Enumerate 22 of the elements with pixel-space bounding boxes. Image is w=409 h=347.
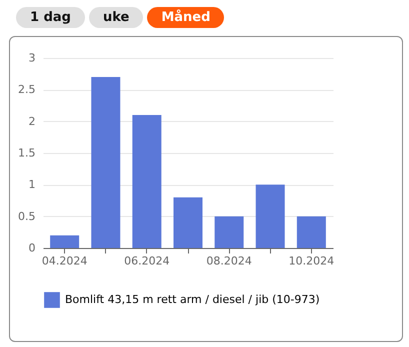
x-tick-label: 06.2024: [124, 254, 170, 268]
y-tick-label: 2.5: [18, 83, 36, 96]
y-tick-label: 0.5: [18, 210, 36, 223]
y-tick-label: 1.5: [18, 146, 36, 160]
bar: [174, 197, 202, 248]
bar: [296, 216, 326, 248]
toggle-button: 1 dag: [16, 7, 85, 28]
y-tick-label: 1: [28, 178, 36, 192]
bar: [256, 184, 285, 248]
toggle-button: Måned: [147, 7, 224, 28]
legend-label: Bomlift 43,15 m rett arm / diesel / jib (10-973): [65, 293, 320, 306]
y-tick-label: 0: [28, 242, 36, 254]
x-tick-label: 08.2024: [206, 254, 252, 268]
x-tick-label: 10.2024: [288, 254, 334, 268]
y-tick-label: 3: [28, 52, 36, 64]
bar: [214, 216, 244, 248]
y-tick-label: 2: [28, 114, 36, 128]
bar: [91, 77, 120, 248]
bar: [132, 115, 162, 248]
toggle-button: uke: [88, 7, 144, 28]
x-tick-label: 04.2024: [42, 254, 88, 268]
bar: [50, 235, 80, 248]
